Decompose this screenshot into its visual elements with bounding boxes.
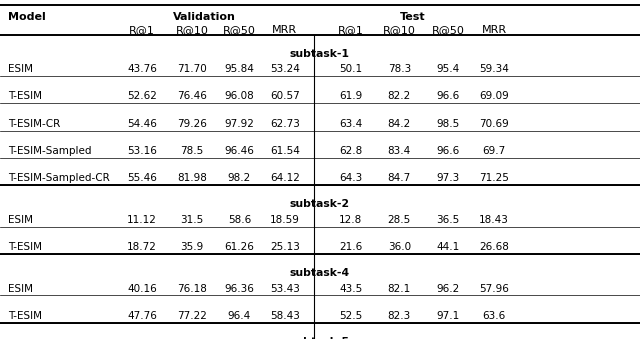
Text: 53.24: 53.24 [270, 64, 300, 74]
Text: 96.36: 96.36 [225, 283, 254, 294]
Text: 12.8: 12.8 [339, 215, 362, 225]
Text: 60.57: 60.57 [270, 92, 300, 101]
Text: 18.59: 18.59 [270, 215, 300, 225]
Text: 26.68: 26.68 [479, 242, 509, 252]
Text: 43.76: 43.76 [127, 64, 157, 74]
Text: 58.43: 58.43 [270, 311, 300, 321]
Text: 59.34: 59.34 [479, 64, 509, 74]
Text: 81.98: 81.98 [177, 173, 207, 183]
Text: 61.26: 61.26 [225, 242, 254, 252]
Text: 71.25: 71.25 [479, 173, 509, 183]
Text: R@10: R@10 [383, 25, 416, 36]
Text: 64.3: 64.3 [339, 173, 362, 183]
Text: subtask-5: subtask-5 [290, 337, 350, 339]
Text: R@1: R@1 [338, 25, 364, 36]
Text: 96.6: 96.6 [436, 92, 460, 101]
Text: 18.43: 18.43 [479, 215, 509, 225]
Text: 98.2: 98.2 [228, 173, 251, 183]
Text: ESIM: ESIM [8, 283, 33, 294]
Text: 25.13: 25.13 [270, 242, 300, 252]
Text: Model: Model [8, 12, 45, 22]
Text: 50.1: 50.1 [339, 64, 362, 74]
Text: 76.46: 76.46 [177, 92, 207, 101]
Text: 96.2: 96.2 [436, 283, 460, 294]
Text: 71.70: 71.70 [177, 64, 207, 74]
Text: 40.16: 40.16 [127, 283, 157, 294]
Text: 78.5: 78.5 [180, 146, 204, 156]
Text: 63.6: 63.6 [483, 311, 506, 321]
Text: 84.2: 84.2 [388, 119, 411, 129]
Text: R@50: R@50 [431, 25, 465, 36]
Text: MRR: MRR [272, 25, 298, 36]
Text: 36.5: 36.5 [436, 215, 460, 225]
Text: 62.8: 62.8 [339, 146, 362, 156]
Text: 82.2: 82.2 [388, 92, 411, 101]
Text: T-ESIM: T-ESIM [8, 92, 42, 101]
Text: 96.6: 96.6 [436, 146, 460, 156]
Text: 69.7: 69.7 [483, 146, 506, 156]
Text: 18.72: 18.72 [127, 242, 157, 252]
Text: subtask-2: subtask-2 [290, 199, 350, 210]
Text: T-ESIM-CR: T-ESIM-CR [8, 119, 60, 129]
Text: ESIM: ESIM [8, 64, 33, 74]
Text: 61.9: 61.9 [339, 92, 362, 101]
Text: R@1: R@1 [129, 25, 155, 36]
Text: 82.3: 82.3 [388, 311, 411, 321]
Text: 79.26: 79.26 [177, 119, 207, 129]
Text: 64.12: 64.12 [270, 173, 300, 183]
Text: 57.96: 57.96 [479, 283, 509, 294]
Text: 54.46: 54.46 [127, 119, 157, 129]
Text: 43.5: 43.5 [339, 283, 362, 294]
Text: 52.62: 52.62 [127, 92, 157, 101]
Text: 97.1: 97.1 [436, 311, 460, 321]
Text: 36.0: 36.0 [388, 242, 411, 252]
Text: R@10: R@10 [175, 25, 209, 36]
Text: T-ESIM: T-ESIM [8, 242, 42, 252]
Text: 97.92: 97.92 [225, 119, 254, 129]
Text: 62.73: 62.73 [270, 119, 300, 129]
Text: subtask-1: subtask-1 [290, 49, 350, 59]
Text: 58.6: 58.6 [228, 215, 251, 225]
Text: 53.16: 53.16 [127, 146, 157, 156]
Text: T-ESIM: T-ESIM [8, 311, 42, 321]
Text: 55.46: 55.46 [127, 173, 157, 183]
Text: 96.08: 96.08 [225, 92, 254, 101]
Text: 63.4: 63.4 [339, 119, 362, 129]
Text: 21.6: 21.6 [339, 242, 362, 252]
Text: 95.4: 95.4 [436, 64, 460, 74]
Text: Validation: Validation [173, 12, 236, 22]
Text: 47.76: 47.76 [127, 311, 157, 321]
Text: 76.18: 76.18 [177, 283, 207, 294]
Text: 95.84: 95.84 [225, 64, 254, 74]
Text: subtask-4: subtask-4 [290, 268, 350, 278]
Text: T-ESIM-Sampled: T-ESIM-Sampled [8, 146, 91, 156]
Text: 11.12: 11.12 [127, 215, 157, 225]
Text: 44.1: 44.1 [436, 242, 460, 252]
Text: R@50: R@50 [223, 25, 256, 36]
Text: 31.5: 31.5 [180, 215, 204, 225]
Text: 28.5: 28.5 [388, 215, 411, 225]
Text: 98.5: 98.5 [436, 119, 460, 129]
Text: ESIM: ESIM [8, 215, 33, 225]
Text: 69.09: 69.09 [479, 92, 509, 101]
Text: 97.3: 97.3 [436, 173, 460, 183]
Text: 96.46: 96.46 [225, 146, 254, 156]
Text: 53.43: 53.43 [270, 283, 300, 294]
Text: MRR: MRR [481, 25, 507, 36]
Text: 70.69: 70.69 [479, 119, 509, 129]
Text: 78.3: 78.3 [388, 64, 411, 74]
Text: T-ESIM-Sampled-CR: T-ESIM-Sampled-CR [8, 173, 109, 183]
Text: 52.5: 52.5 [339, 311, 362, 321]
Text: 77.22: 77.22 [177, 311, 207, 321]
Text: 84.7: 84.7 [388, 173, 411, 183]
Text: 83.4: 83.4 [388, 146, 411, 156]
Text: 96.4: 96.4 [228, 311, 251, 321]
Text: 82.1: 82.1 [388, 283, 411, 294]
Text: Test: Test [400, 12, 426, 22]
Text: 35.9: 35.9 [180, 242, 204, 252]
Text: 61.54: 61.54 [270, 146, 300, 156]
